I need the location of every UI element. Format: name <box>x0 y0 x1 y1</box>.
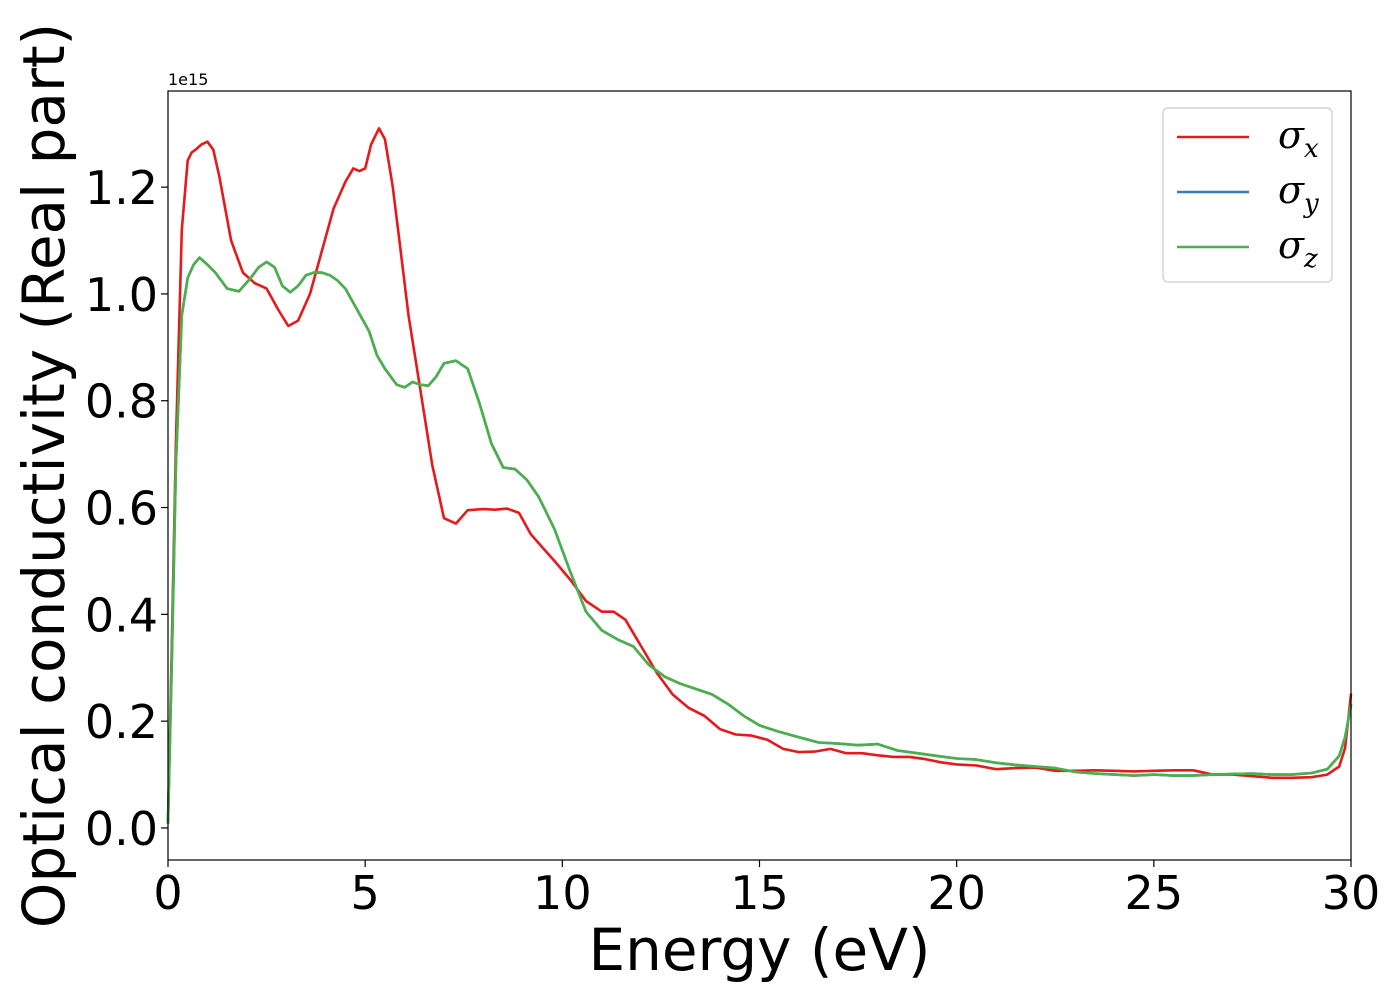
legend-label-y: σy <box>1278 168 1319 219</box>
y-tick-label: 0.4 <box>85 588 158 642</box>
y-tick-label: 1.2 <box>85 161 158 215</box>
y-axis-ticks: 0.0 0.2 0.4 0.6 0.8 1.0 1.2 <box>85 161 168 856</box>
y-tick-label: 1.0 <box>85 268 158 322</box>
x-tick-label: 15 <box>730 866 789 920</box>
x-axis-ticks: 0 5 10 15 20 25 30 <box>153 860 1380 920</box>
y-tick-label: 0.0 <box>85 802 158 856</box>
legend-label-x: σx <box>1278 113 1319 164</box>
y-tick-label: 0.8 <box>85 375 158 429</box>
series-line-z <box>166 256 1353 824</box>
x-axis-label: Energy (eV) <box>588 916 930 984</box>
y-tick-label: 0.2 <box>85 695 158 749</box>
y-axis-label: Optical conductivity (Real part) <box>10 23 78 928</box>
x-tick-label: 20 <box>927 866 986 920</box>
x-tick-label: 0 <box>153 866 182 920</box>
y-offset-text: 1e15 <box>168 70 208 89</box>
x-tick-label: 30 <box>1322 866 1381 920</box>
legend-label-z: σz <box>1278 223 1318 274</box>
x-tick-label: 25 <box>1125 866 1184 920</box>
series-line-x <box>166 127 1353 824</box>
y-tick-label: 0.6 <box>85 482 158 536</box>
x-tick-label: 10 <box>533 866 592 920</box>
legend-frame <box>1162 107 1333 283</box>
x-tick-label: 5 <box>351 866 380 920</box>
series-layer <box>166 127 1353 824</box>
